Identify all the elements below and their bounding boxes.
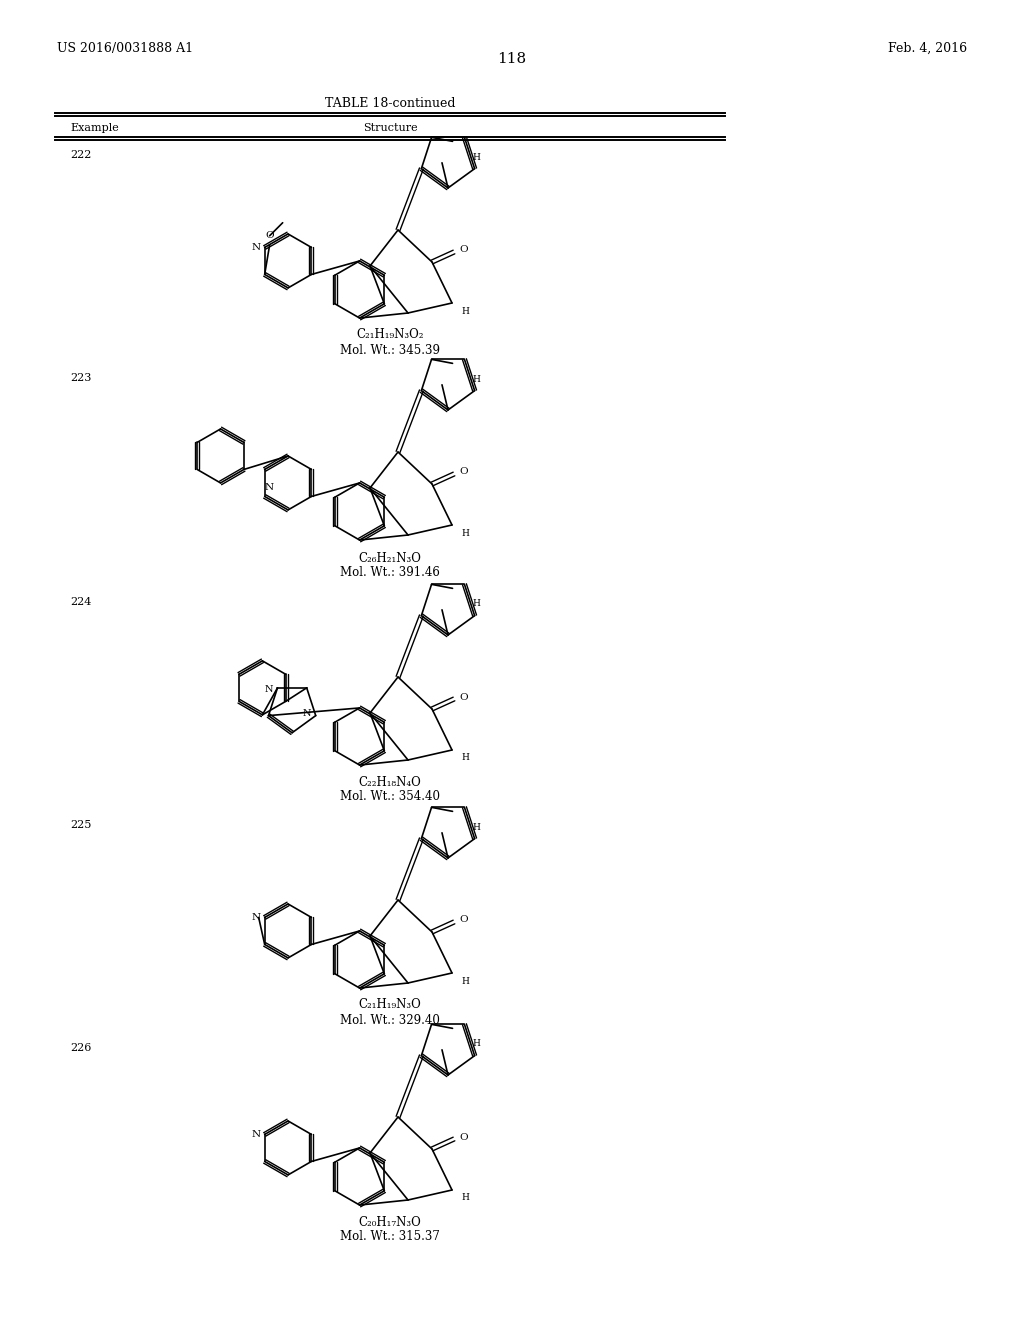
Text: O: O bbox=[460, 693, 468, 701]
Text: N: N bbox=[251, 1130, 260, 1139]
Text: C₂₂H₁₈N₄O: C₂₂H₁₈N₄O bbox=[358, 776, 421, 788]
Text: O: O bbox=[265, 231, 274, 240]
Text: H: H bbox=[461, 977, 469, 986]
Text: H: H bbox=[461, 754, 469, 763]
Text: Mol. Wt.: 354.40: Mol. Wt.: 354.40 bbox=[340, 791, 440, 804]
Text: H: H bbox=[473, 822, 480, 832]
Text: Feb. 4, 2016: Feb. 4, 2016 bbox=[888, 42, 967, 55]
Text: C₂₀H₁₇N₃O: C₂₀H₁₇N₃O bbox=[358, 1216, 421, 1229]
Text: N: N bbox=[251, 913, 260, 921]
Text: N: N bbox=[264, 483, 273, 492]
Text: Mol. Wt.: 391.46: Mol. Wt.: 391.46 bbox=[340, 566, 440, 579]
Text: O: O bbox=[460, 916, 468, 924]
Text: Mol. Wt.: 345.39: Mol. Wt.: 345.39 bbox=[340, 343, 440, 356]
Text: O: O bbox=[460, 246, 468, 255]
Text: H: H bbox=[473, 153, 480, 161]
Text: O: O bbox=[460, 1133, 468, 1142]
Text: N: N bbox=[302, 709, 311, 718]
Text: C₂₁H₁₉N₃O₂: C₂₁H₁₉N₃O₂ bbox=[356, 329, 424, 342]
Text: H: H bbox=[461, 528, 469, 537]
Text: Mol. Wt.: 315.37: Mol. Wt.: 315.37 bbox=[340, 1230, 440, 1243]
Text: TABLE 18-continued: TABLE 18-continued bbox=[325, 96, 456, 110]
Text: 225: 225 bbox=[70, 820, 91, 830]
Text: C₂₁H₁₉N₃O: C₂₁H₁₉N₃O bbox=[358, 998, 421, 1011]
Text: 223: 223 bbox=[70, 374, 91, 383]
Text: H: H bbox=[461, 1193, 469, 1203]
Text: C₂₆H₂₁N₃O: C₂₆H₂₁N₃O bbox=[358, 552, 422, 565]
Text: Structure: Structure bbox=[362, 123, 418, 133]
Text: O: O bbox=[460, 467, 468, 477]
Text: 222: 222 bbox=[70, 150, 91, 160]
Text: 224: 224 bbox=[70, 597, 91, 607]
Text: N: N bbox=[251, 243, 260, 252]
Text: H: H bbox=[473, 375, 480, 384]
Text: H: H bbox=[473, 599, 480, 609]
Text: US 2016/0031888 A1: US 2016/0031888 A1 bbox=[57, 42, 194, 55]
Text: Mol. Wt.: 329.40: Mol. Wt.: 329.40 bbox=[340, 1014, 440, 1027]
Text: 118: 118 bbox=[498, 51, 526, 66]
Text: N: N bbox=[264, 685, 272, 694]
Text: H: H bbox=[473, 1040, 480, 1048]
Text: Example: Example bbox=[70, 123, 119, 133]
Text: 226: 226 bbox=[70, 1043, 91, 1053]
Text: H: H bbox=[461, 306, 469, 315]
